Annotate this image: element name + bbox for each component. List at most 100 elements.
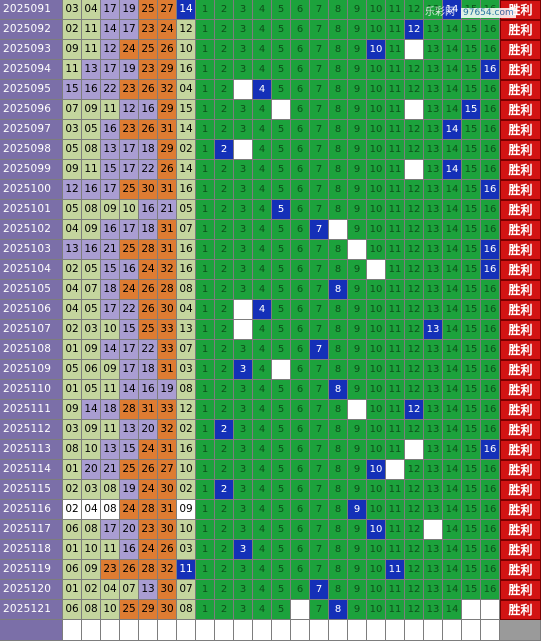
board-cell: 14: [443, 140, 462, 160]
board-cell: 12: [405, 140, 424, 160]
board-cell: 6: [291, 420, 310, 440]
issue-number: 2025104: [0, 260, 63, 280]
footer-board-cell[interactable]: [462, 620, 481, 641]
blue-ball-number: 03: [177, 360, 196, 380]
board-cell: 14: [443, 320, 462, 340]
board-cell: 6: [291, 100, 310, 120]
footer-board-cell[interactable]: [215, 620, 234, 641]
board-cell: 10: [367, 480, 386, 500]
result-badge: 胜利: [500, 340, 541, 360]
footer-input-cell[interactable]: [101, 620, 120, 641]
board-cell: 3: [234, 0, 253, 20]
result-badge: 胜利: [500, 20, 541, 40]
footer-input-cell[interactable]: [158, 620, 177, 641]
board-cell: 14: [443, 220, 462, 240]
red-ball-number: 11: [82, 40, 101, 60]
blue-ball-number: 14: [177, 160, 196, 180]
footer-board-cell[interactable]: [348, 620, 367, 641]
board-cell: 2: [215, 20, 234, 40]
footer-board-cell[interactable]: [310, 620, 329, 641]
red-ball-number: 11: [101, 540, 120, 560]
footer-board-cell[interactable]: [367, 620, 386, 641]
board-cell: 1: [196, 300, 215, 320]
footer-input-cell[interactable]: [63, 620, 82, 641]
board-cell-hit: 7: [310, 220, 329, 240]
board-cell: 4: [253, 520, 272, 540]
footer-input-cell[interactable]: [120, 620, 139, 641]
blue-ball-number: 07: [177, 340, 196, 360]
footer-board-cell[interactable]: [443, 620, 462, 641]
board-cell: 3: [234, 380, 253, 400]
board-cell: 2: [215, 580, 234, 600]
board-cell: 5: [272, 600, 291, 620]
board-cell-hit: 14: [443, 160, 462, 180]
red-ball-number: 26: [120, 560, 139, 580]
blue-ball-number: 02: [177, 420, 196, 440]
board-cell: 12: [405, 500, 424, 520]
red-ball-number: 18: [101, 400, 120, 420]
red-ball-number: 08: [82, 520, 101, 540]
red-ball-number: 05: [82, 120, 101, 140]
footer-board-cell[interactable]: [253, 620, 272, 641]
board-cell: 3: [234, 260, 253, 280]
issue-number: 2025101: [0, 200, 63, 220]
result-badge: 胜利: [500, 480, 541, 500]
board-cell: 2: [215, 600, 234, 620]
board-cell: 2: [215, 260, 234, 280]
board-cell: 9: [348, 280, 367, 300]
board-cell: 10: [367, 60, 386, 80]
footer-board-cell[interactable]: [329, 620, 348, 641]
red-ball-number: 09: [82, 420, 101, 440]
board-cell: 15: [462, 340, 481, 360]
red-ball-number: 03: [63, 0, 82, 20]
board-cell: 5: [272, 160, 291, 180]
board-cell: 6: [291, 500, 310, 520]
footer-input-cell[interactable]: [82, 620, 101, 641]
footer-board-cell[interactable]: [196, 620, 215, 641]
board-cell: 14: [443, 200, 462, 220]
board-cell: 8: [329, 340, 348, 360]
board-cell: 14: [443, 80, 462, 100]
red-ball-number: 17: [120, 140, 139, 160]
board-cell: 15: [462, 240, 481, 260]
board-cell: 6: [291, 160, 310, 180]
red-ball-number: 02: [63, 500, 82, 520]
board-cell: 7: [310, 500, 329, 520]
red-ball-number: 22: [139, 160, 158, 180]
footer-board-cell[interactable]: [405, 620, 424, 641]
board-cell: 2: [215, 100, 234, 120]
footer-input-cell[interactable]: [177, 620, 196, 641]
footer-board-cell[interactable]: [272, 620, 291, 641]
footer-board-cell[interactable]: [481, 620, 500, 641]
board-cell: 8: [329, 500, 348, 520]
board-cell: 9: [348, 580, 367, 600]
red-ball-number: 19: [120, 480, 139, 500]
board-cell-hit: 4: [253, 80, 272, 100]
footer-input-cell[interactable]: [139, 620, 158, 641]
board-cell: 10: [367, 200, 386, 220]
red-ball-number: 14: [101, 20, 120, 40]
red-ball-number: 25: [120, 240, 139, 260]
red-ball-number: 17: [101, 60, 120, 80]
footer-board-cell[interactable]: [386, 620, 405, 641]
board-cell: 4: [253, 160, 272, 180]
red-ball-number: 03: [63, 120, 82, 140]
board-cell: 16: [481, 80, 500, 100]
red-ball-number: 24: [139, 480, 158, 500]
issue-number: 2025113: [0, 440, 63, 460]
board-cell: 9: [348, 320, 367, 340]
board-cell: 13: [424, 120, 443, 140]
board-cell: 8: [329, 180, 348, 200]
red-ball-number: 09: [101, 200, 120, 220]
board-cell: 1: [196, 200, 215, 220]
footer-board-cell[interactable]: [424, 620, 443, 641]
board-cell: 9: [348, 40, 367, 60]
board-cell: 11: [386, 600, 405, 620]
red-ball-number: 11: [82, 20, 101, 40]
board-cell: 15: [462, 300, 481, 320]
footer-board-cell[interactable]: [291, 620, 310, 641]
board-cell: 1: [196, 120, 215, 140]
board-cell: 13: [424, 20, 443, 40]
footer-board-cell[interactable]: [234, 620, 253, 641]
board-cell: 12: [405, 280, 424, 300]
